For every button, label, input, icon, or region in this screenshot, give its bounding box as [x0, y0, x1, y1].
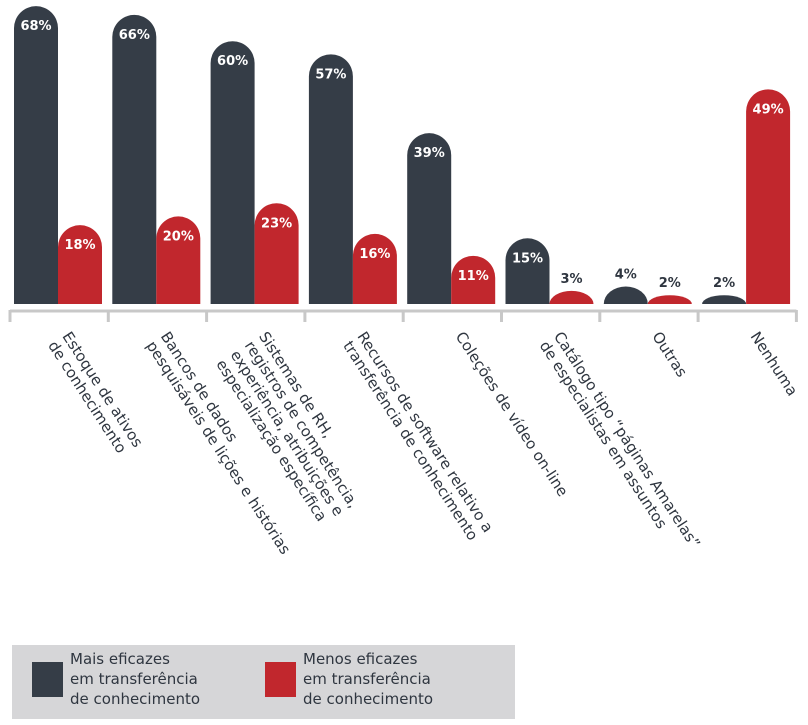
bar [156, 216, 201, 304]
value-label: 68% [20, 19, 51, 34]
value-label: 4% [615, 267, 637, 282]
value-label: 66% [119, 28, 150, 43]
value-label: 2% [659, 276, 681, 291]
bar [14, 6, 59, 304]
legend-box [12, 645, 515, 719]
legend-label: Mais eficazes em transferência de conhecim… [70, 650, 200, 708]
category-label: Outras [648, 328, 691, 380]
bar [746, 89, 791, 304]
bar [352, 233, 397, 304]
bar [603, 286, 648, 304]
bar [702, 295, 747, 304]
value-label: 39% [414, 146, 445, 161]
bar [308, 54, 353, 305]
value-label: 3% [560, 272, 582, 287]
legend-swatch [265, 662, 296, 697]
value-label: 2% [713, 276, 735, 291]
value-label: 49% [753, 102, 784, 117]
bar [210, 41, 255, 304]
bar [505, 238, 550, 304]
bar [451, 255, 496, 304]
bar [647, 295, 692, 304]
bar [112, 14, 157, 304]
value-label: 60% [217, 54, 248, 69]
bar [254, 203, 299, 304]
bar [407, 133, 452, 304]
value-label: 57% [315, 67, 346, 82]
legend-swatch [32, 662, 63, 697]
value-label: 15% [512, 251, 543, 266]
value-label: 16% [359, 247, 390, 262]
value-label: 20% [163, 229, 194, 244]
bar [58, 225, 102, 304]
category-label: Nenhuma [746, 328, 801, 399]
value-label: 18% [64, 238, 95, 253]
value-label: 11% [458, 269, 489, 284]
category-label: Estoque de ativosde conhecimento [44, 328, 146, 460]
value-label: 23% [261, 216, 292, 231]
bar [549, 290, 594, 304]
legend-label: Menos eficazes em transferência de conheci… [303, 650, 433, 708]
